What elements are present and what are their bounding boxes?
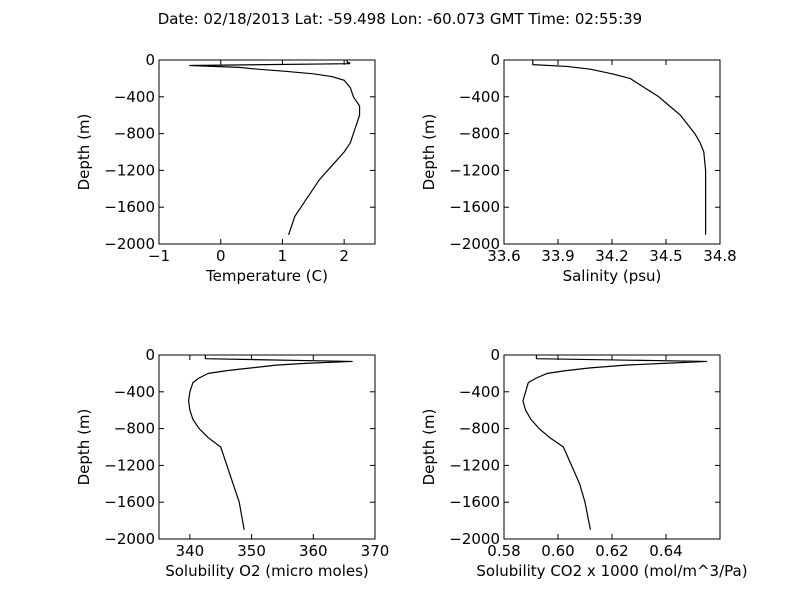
y-axis-label: Depth (m) (75, 409, 93, 486)
y-tick-label: 0 (145, 346, 155, 364)
x-axis-label: Temperature (C) (205, 267, 328, 285)
x-tick-label: 0.64 (649, 542, 682, 560)
x-tick-label: 0.60 (541, 542, 574, 560)
y-tick-label: −1200 (449, 456, 500, 474)
y-tick-label: −2000 (104, 530, 155, 548)
series-line-1 (189, 60, 361, 235)
y-tick-label: −2000 (104, 235, 155, 253)
x-tick-label: 34.5 (649, 247, 682, 265)
series-line-1 (532, 60, 707, 235)
y-tick-label: −1600 (104, 198, 155, 216)
x-tick-label: 0.62 (595, 542, 628, 560)
series-line-1 (188, 355, 353, 530)
x-tick-label: 33.6 (487, 247, 520, 265)
y-tick-label: −1600 (449, 198, 500, 216)
x-tick-label: 34.8 (703, 247, 736, 265)
y-tick-label: −800 (114, 420, 155, 438)
figure-suptitle: Date: 02/18/2013 Lat: -59.498 Lon: -60.0… (158, 10, 642, 28)
x-tick-label: −1 (148, 247, 170, 265)
y-tick-label: −400 (114, 88, 155, 106)
y-tick-label: 0 (490, 346, 500, 364)
y-axis-label: Depth (m) (420, 114, 438, 191)
x-tick-label: 0.58 (487, 542, 520, 560)
y-tick-label: −1200 (104, 161, 155, 179)
axes-frame (158, 59, 376, 245)
series-line-1 (522, 355, 708, 530)
y-tick-label: −1600 (449, 493, 500, 511)
x-tick-label: 34.2 (595, 247, 628, 265)
y-tick-label: −800 (114, 125, 155, 143)
x-tick-label: 360 (299, 542, 328, 560)
y-tick-label: −800 (459, 420, 500, 438)
y-tick-label: −800 (459, 125, 500, 143)
subplot-3: 340 350 360 370 0 −400 −800 −1200 −1600 −2000 Solu… (75, 346, 389, 580)
subplot-1: −1 0 1 2 0 −400 −800 −1200 −1600 −2000 Temperature… (75, 51, 376, 285)
subplot-4: 0.58 0.60 0.62 0.64 0 −400 −800 −1200 −1600 −2000… (420, 346, 748, 580)
x-axis-label: Solubility CO2 x 1000 (mol/m^3/Pa) (476, 562, 747, 580)
x-tick-label: 2 (339, 247, 349, 265)
subplot-2: 33.6 33.9 34.2 34.5 34.8 0 −400 −800 −1200 −1600 −… (420, 51, 737, 285)
y-tick-label: −400 (459, 88, 500, 106)
x-tick-label: 33.9 (541, 247, 574, 265)
x-tick-label: 340 (176, 542, 205, 560)
y-tick-label: −400 (459, 383, 500, 401)
y-tick-label: −1200 (449, 161, 500, 179)
y-axis-label: Depth (m) (75, 114, 93, 191)
x-tick-label: 1 (278, 247, 288, 265)
y-tick-label: −1600 (104, 493, 155, 511)
y-axis-label: Depth (m) (420, 409, 438, 486)
y-tick-label: 0 (145, 51, 155, 69)
y-tick-label: 0 (490, 51, 500, 69)
x-tick-label: 350 (237, 542, 266, 560)
x-axis-label: Solubility O2 (micro moles) (165, 562, 369, 580)
y-tick-label: −2000 (449, 235, 500, 253)
x-tick-label: 370 (361, 542, 390, 560)
y-tick-label: −1200 (104, 456, 155, 474)
y-tick-label: −2000 (449, 530, 500, 548)
x-axis-label: Salinity (psu) (563, 267, 662, 285)
axes-frame (158, 354, 376, 540)
subplot-grid: −1 0 1 2 0 −400 −800 −1200 −1600 −2000 Temperature… (75, 51, 748, 580)
x-tick-label: 0 (216, 247, 226, 265)
y-tick-label: −400 (114, 383, 155, 401)
